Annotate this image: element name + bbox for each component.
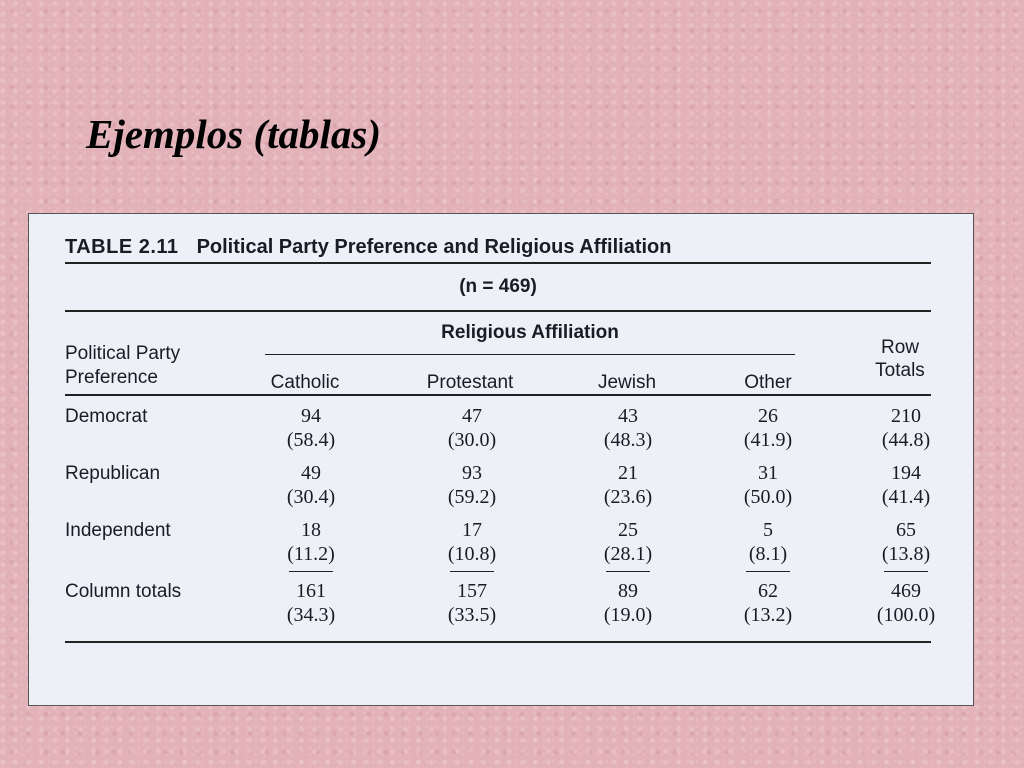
table-cell: 161 (34.3) bbox=[286, 580, 336, 626]
spanner-label: Religious Affiliation bbox=[441, 322, 619, 343]
table-caption: TABLE 2.11 Political Party Preference and… bbox=[65, 232, 931, 262]
table-cell: 93 (59.2) bbox=[447, 462, 497, 508]
table-cell: 62 (13.2) bbox=[743, 580, 793, 626]
table-cell: 194 (41.4) bbox=[881, 462, 931, 508]
table-cell: 26 (41.9) bbox=[743, 405, 793, 451]
table-cell: 89 (19.0) bbox=[603, 580, 653, 626]
column-header-jewish: Jewish bbox=[597, 372, 657, 393]
table-image: TABLE 2.11 Political Party Preference and… bbox=[28, 213, 974, 706]
table-body: Democrat 94 (58.4) 47 (30.0) 43 (48.3) 26 (4… bbox=[65, 396, 935, 641]
row-label: Democrat bbox=[65, 406, 148, 427]
row-totals-line1: Row bbox=[880, 337, 919, 358]
body-rule bbox=[65, 394, 931, 396]
table-cell: 469 (100.0) bbox=[876, 580, 936, 626]
stub-header-line1: Political Party bbox=[65, 343, 181, 364]
sum-rule bbox=[289, 571, 333, 572]
table-cell: 18 (11.2) bbox=[287, 519, 335, 565]
table-cell: 43 (48.3) bbox=[603, 405, 653, 451]
row-label: Republican bbox=[65, 463, 161, 484]
sample-size: (n = 469) bbox=[459, 276, 537, 297]
spanner-rule bbox=[265, 354, 795, 355]
table-content: TABLE 2.11 Political Party Preference and… bbox=[65, 232, 935, 643]
sum-rule bbox=[606, 571, 650, 572]
table-cell: 47 (30.0) bbox=[447, 405, 497, 451]
table-cell: 157 (33.5) bbox=[447, 580, 497, 626]
table-cell: 21 (23.6) bbox=[603, 462, 653, 508]
row-totals-line2: Totals bbox=[875, 360, 925, 381]
table-cell: 25 (28.1) bbox=[603, 519, 653, 565]
header-rule bbox=[65, 310, 931, 312]
sum-rule bbox=[884, 571, 928, 572]
table-cell: 31 (50.0) bbox=[743, 462, 793, 508]
table-cell: 65 (13.8) bbox=[881, 519, 931, 565]
row-totals-header: Row Totals bbox=[835, 336, 965, 382]
table-number: TABLE 2.11 bbox=[65, 236, 179, 258]
sum-rule bbox=[450, 571, 494, 572]
table-row: Column totals 161 (34.3) 157 (33.5) 89 (19.… bbox=[65, 579, 935, 629]
row-label: Independent bbox=[65, 520, 171, 541]
stub-header-line2: Preference bbox=[65, 367, 158, 388]
table-row: Democrat 94 (58.4) 47 (30.0) 43 (48.3) 26 (4… bbox=[65, 404, 931, 454]
table-title: Political Party Preference and Religious… bbox=[196, 236, 672, 258]
table-cell: 5 (8.1) bbox=[748, 519, 788, 565]
slide-title: Ejemplos (tablas) bbox=[86, 111, 381, 157]
column-header-catholic: Catholic bbox=[270, 372, 340, 393]
table-row: Republican 49 (30.4) 93 (59.2) 21 (23.6) 31… bbox=[65, 461, 931, 511]
table-row: Independent 18 (11.2) 17 (10.8) 25 (28.1) 5… bbox=[65, 518, 931, 568]
top-rule bbox=[65, 262, 931, 264]
column-header-other: Other bbox=[744, 372, 792, 393]
row-label: Column totals bbox=[65, 581, 182, 602]
table-header: Religious Affiliation Political Party Pr… bbox=[65, 312, 931, 394]
sum-rule bbox=[746, 571, 790, 572]
table-cell: 17 (10.8) bbox=[447, 519, 497, 565]
table-cell: 210 (44.8) bbox=[881, 405, 931, 451]
bottom-rule bbox=[65, 641, 931, 643]
stub-header: Political Party Preference bbox=[65, 342, 180, 390]
table-cell: 94 (58.4) bbox=[286, 405, 336, 451]
table-cell: 49 (30.4) bbox=[286, 462, 336, 508]
column-header-protestant: Protestant bbox=[426, 372, 514, 393]
